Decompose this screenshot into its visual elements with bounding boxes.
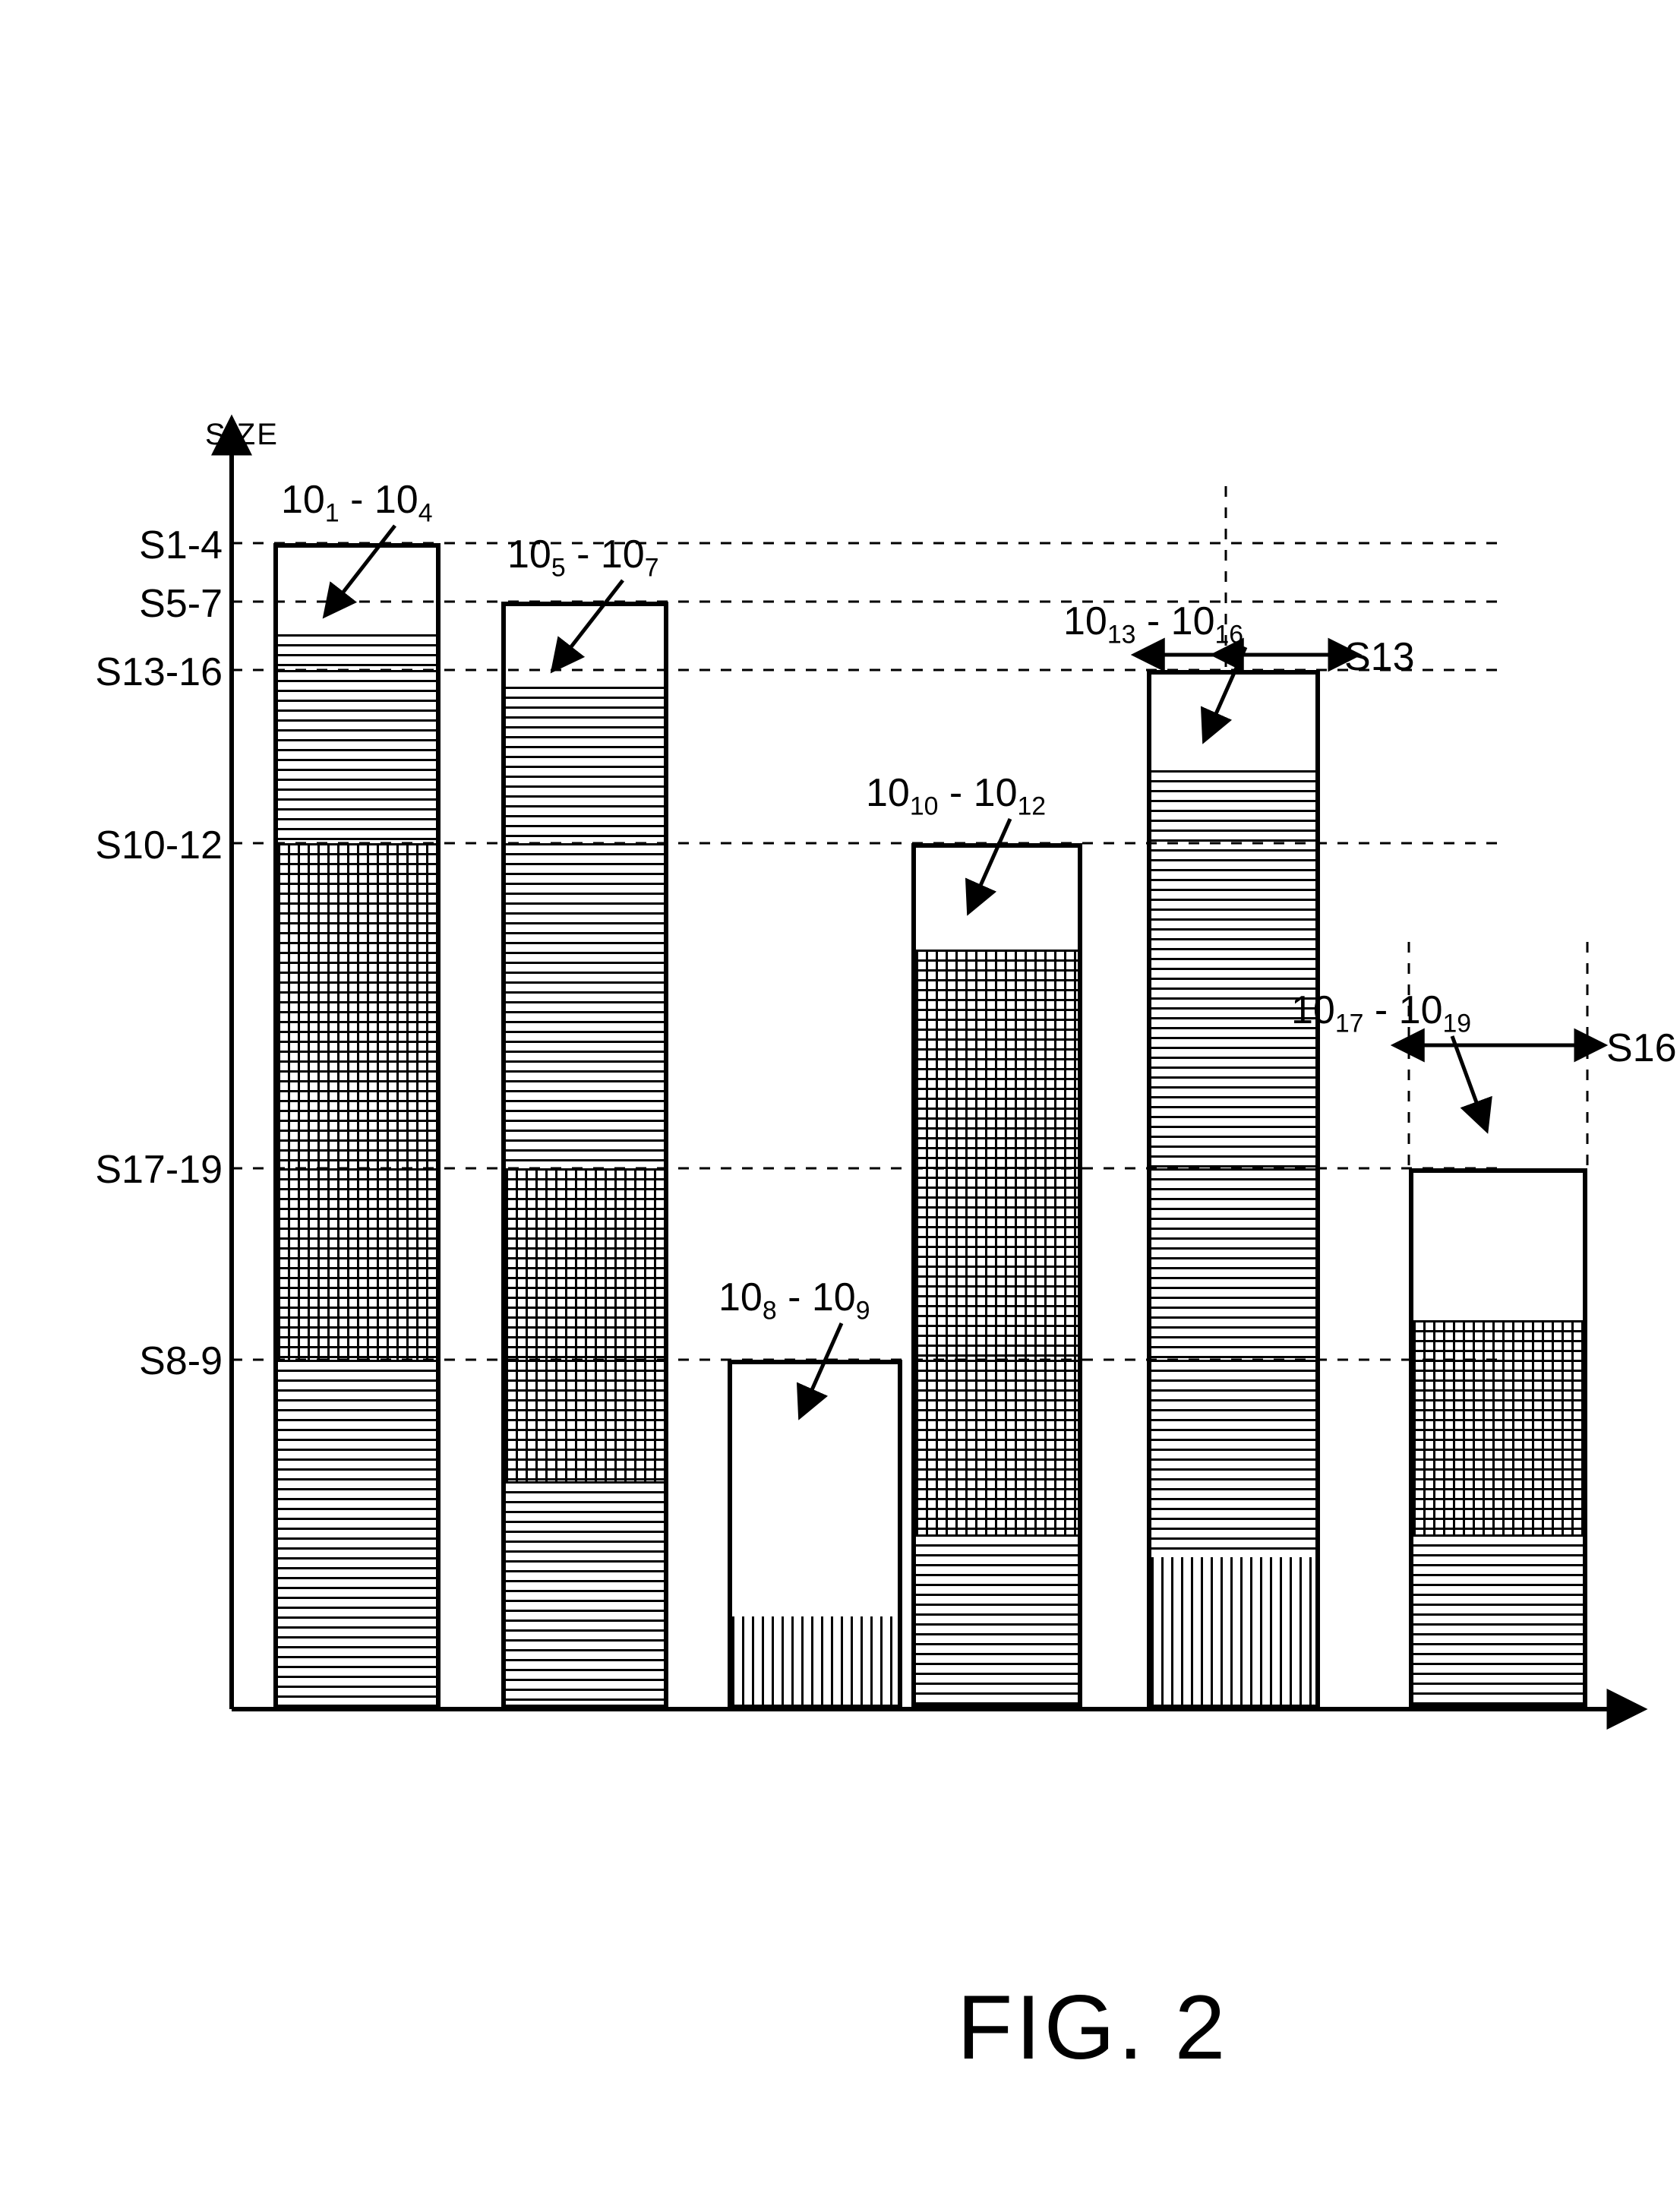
marker-s16-label: S16 (1606, 1025, 1677, 1071)
figure-caption: FIG. 2 (957, 1975, 1228, 2080)
bar2-cap (501, 602, 668, 687)
bar1-label-text: 101 - 104 (281, 478, 433, 522)
bar2-label-text: 105 - 107 (507, 532, 659, 577)
bar1-seg2 (273, 670, 441, 843)
bar2-label: 105 - 107 (507, 532, 659, 583)
overlay-svg (0, 0, 1680, 2212)
bar2-seg2 (501, 843, 668, 1168)
bar1-seg1 (273, 634, 441, 670)
bar2-seg5 (501, 1481, 668, 1709)
bar1-label: 101 - 104 (281, 477, 433, 528)
bar4-label: 1010 - 1012 (866, 770, 1046, 821)
bar3-label-text: 108 - 109 (718, 1275, 870, 1319)
grid-label-s1-4: S1-4 (82, 523, 223, 568)
figure-stage: SIZE S1-4 S5-7 S13-16 S10-12 S17-19 S8-9… (0, 0, 1680, 2212)
bar3-cap (728, 1360, 902, 1616)
bar6-cap (1409, 1168, 1587, 1320)
bar2-seg1 (501, 687, 668, 843)
grid-label-s5-7: S5-7 (82, 581, 223, 627)
bar6-label-text: 1017 - 1019 (1291, 988, 1471, 1032)
grid-label-s17-19: S17-19 (68, 1147, 223, 1193)
bar5-seg3 (1147, 1360, 1320, 1557)
bar4-seg1 (911, 950, 1082, 1360)
bar6-seg1 (1409, 1320, 1587, 1534)
grid-label-s8-9: S8-9 (82, 1338, 223, 1384)
bar4-seg2 (911, 1360, 1082, 1534)
bar5-seg2 (1147, 1168, 1320, 1360)
bar2-seg4 (501, 1360, 668, 1481)
bar6-seg2 (1409, 1534, 1587, 1709)
bar4-label-text: 1010 - 1012 (866, 771, 1046, 815)
axis-y-label: SIZE (205, 418, 279, 452)
bar3-seg1 (728, 1616, 902, 1709)
bar3-label: 108 - 109 (718, 1275, 870, 1326)
grid-label-s13-16: S13-16 (68, 649, 223, 695)
bar5-seg1 (1147, 770, 1320, 1168)
bar1-cap (273, 543, 441, 634)
bar2-seg3 (501, 1168, 668, 1360)
bar4-seg3 (911, 1534, 1082, 1709)
bar5-label: 1013 - 1016 (1063, 599, 1243, 649)
bar5-seg4 (1147, 1557, 1320, 1709)
bar1-seg4 (273, 1168, 441, 1360)
bar4-cap (911, 843, 1082, 950)
bar5-cap (1147, 670, 1320, 770)
marker-s13-label: S13 (1344, 634, 1415, 680)
bar1-seg5 (273, 1360, 441, 1709)
bar1-seg3 (273, 843, 441, 1168)
grid-label-s10-12: S10-12 (68, 823, 223, 868)
bar5-label-text: 1013 - 1016 (1063, 599, 1243, 643)
bar6-label: 1017 - 1019 (1291, 988, 1471, 1038)
